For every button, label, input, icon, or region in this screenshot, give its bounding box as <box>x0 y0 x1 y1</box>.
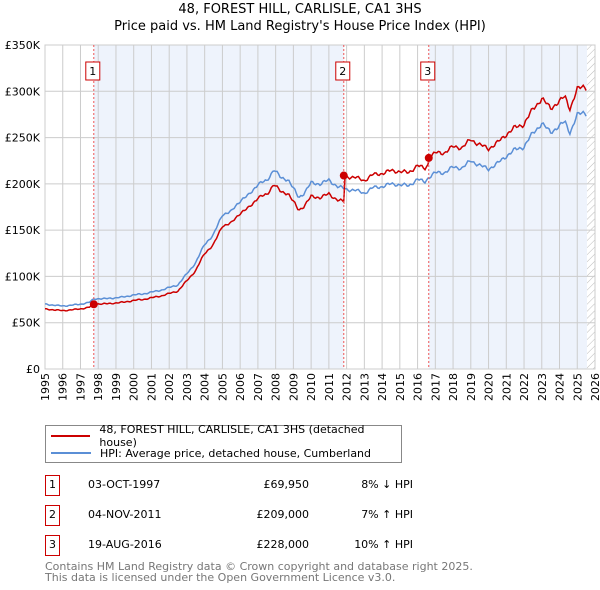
y-tick-label: £350K <box>5 39 41 52</box>
sale-point <box>424 153 433 162</box>
x-tick-label: 2024 <box>554 373 567 401</box>
legend-property: 48, FOREST HILL, CARLISLE, CA1 3HS (deta… <box>99 423 365 449</box>
x-tick-label: 2004 <box>199 373 212 401</box>
chart-title: 48, FOREST HILL, CARLISLE, CA1 3HS <box>178 2 422 17</box>
x-tick-label: 2007 <box>252 373 265 401</box>
x-tick-label: 2005 <box>216 373 229 401</box>
x-tick-label: 1999 <box>110 373 123 401</box>
x-tick-label: 1995 <box>39 373 52 401</box>
future-hatch <box>587 45 595 369</box>
x-tick-label: 2010 <box>305 373 318 401</box>
x-tick-label: 2014 <box>376 373 389 401</box>
shaded-period <box>93 45 344 369</box>
sale-label-box <box>335 61 351 81</box>
x-tick-label: 2008 <box>270 373 283 401</box>
sale-point <box>339 171 348 180</box>
sale-label: 1 <box>89 65 96 78</box>
sale-hpi-diff: 10% ↑ HPI <box>354 538 413 551</box>
x-tick-label: 2017 <box>429 373 442 401</box>
sale-price: £209,000 <box>256 508 310 521</box>
hpi-line <box>45 110 587 308</box>
property-line-swatch <box>51 435 91 437</box>
sale-price: £228,000 <box>256 538 310 551</box>
sale-hpi-diff: 8% ↓ HPI <box>361 478 413 491</box>
x-tick-label: 2021 <box>500 373 513 401</box>
x-tick-label: 2013 <box>358 373 371 401</box>
hpi-line-swatch <box>51 452 91 454</box>
x-tick-label: 1998 <box>92 373 105 401</box>
sale-date: 19-AUG-2016 <box>88 538 162 551</box>
x-tick-label: 2009 <box>287 373 300 401</box>
x-tick-label: 2000 <box>128 373 141 401</box>
x-tick-label: 2006 <box>234 373 247 401</box>
sale-price: £69,950 <box>263 478 310 491</box>
shaded-period <box>428 45 588 369</box>
x-tick-label: 2003 <box>181 373 194 401</box>
y-tick-label: £0 <box>26 363 40 376</box>
x-tick-label: 2015 <box>394 373 407 401</box>
x-tick-label: 2018 <box>447 373 460 401</box>
y-tick-label: £300K <box>5 85 41 98</box>
x-tick-label: 1997 <box>74 373 87 401</box>
x-tick-label: 2022 <box>518 373 531 401</box>
y-tick-label: £150K <box>5 224 41 237</box>
x-tick-label: 1996 <box>57 373 70 401</box>
sale-label-box <box>420 61 436 81</box>
sale-label-box <box>85 61 101 81</box>
x-tick-label: 2025 <box>571 373 584 401</box>
property-price-line <box>45 84 587 312</box>
sale-marker-badge: 3 <box>45 535 60 556</box>
footer-copyright: Contains HM Land Registry data © Crown c… <box>45 560 473 573</box>
sale-label: 2 <box>339 65 346 78</box>
legend: 48, FOREST HILL, CARLISLE, CA1 3HS (deta… <box>45 423 402 463</box>
price-chart: 1995 1996 1997 1998 1999 2000 2001 2002 2003 2004… <box>5 39 600 401</box>
plot-frame <box>44 44 596 370</box>
x-tick-label: 2002 <box>163 373 176 401</box>
sale-date: 04-NOV-2011 <box>88 508 162 521</box>
x-tick-label: 2001 <box>145 373 158 401</box>
x-tick-label: 2012 <box>341 373 354 401</box>
legend-hpi: HPI: Average price, detached house, Cumb… <box>100 446 372 460</box>
x-tick-label: 2011 <box>323 373 336 401</box>
x-tick-label: 2019 <box>465 373 478 401</box>
y-tick-label: £50K <box>12 317 41 330</box>
x-tick-label: 2016 <box>412 373 425 401</box>
x-tick-label: 2026 <box>589 373 600 401</box>
chart-subtitle: Price paid vs. HM Land Registry's House … <box>114 19 486 34</box>
y-tick-label: £100K <box>5 270 41 283</box>
x-tick-label: 2020 <box>483 373 496 401</box>
x-tick-label: 2023 <box>536 373 549 401</box>
y-tick-label: £200K <box>5 178 41 191</box>
sale-date: 03-OCT-1997 <box>88 478 161 491</box>
footer-licence: This data is licensed under the Open Gov… <box>45 571 396 584</box>
sale-label: 3 <box>424 65 431 78</box>
sale-marker-badge: 2 <box>45 505 60 526</box>
sale-point <box>89 300 98 309</box>
y-tick-label: £250K <box>5 132 41 145</box>
sale-marker-badge: 1 <box>45 475 60 496</box>
sale-hpi-diff: 7% ↑ HPI <box>361 508 413 521</box>
